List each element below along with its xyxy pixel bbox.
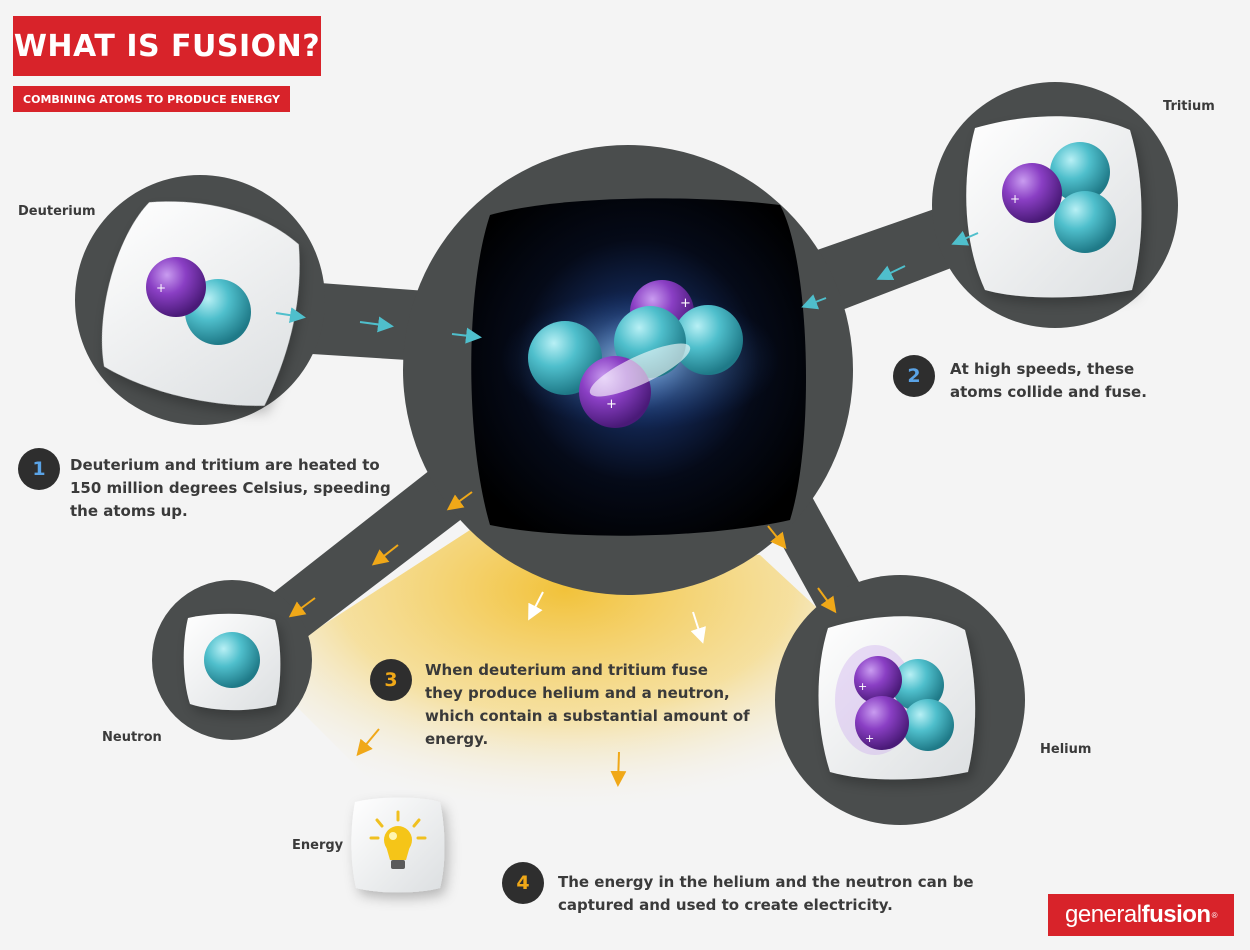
step-2-badge: 2 [893,355,935,397]
label-deuterium: Deuterium [18,204,96,219]
step-3-line: which contain a substantial amount of [425,707,750,725]
logo-part-fusion: fusion [1141,901,1212,928]
energy-glow [290,530,840,830]
step-1-text: Deuterium and tritium are heated to 150 … [70,454,391,523]
incoming-arrows [275,230,979,344]
label-tritium: Tritium [1163,99,1215,114]
step-3-badge: 3 [370,659,412,701]
svg-text:+: + [865,732,874,745]
page-title: WHAT IS FUSION? [13,16,321,76]
svg-text:+: + [858,680,867,693]
deuterium-node: + [75,175,325,425]
energy-arrows [528,591,706,644]
step-2-line: At high speeds, these [950,360,1135,378]
general-fusion-logo: general fusion ® [1048,894,1234,936]
energy-node [351,797,445,893]
label-helium: Helium [1040,742,1092,757]
step-2-line: atoms collide and fuse. [950,383,1147,401]
step-4-text: The energy in the helium and the neutron… [558,871,974,917]
step-1-line: Deuterium and tritium are heated to [70,456,380,474]
step-2-text: At high speeds, these atoms collide and … [950,358,1147,404]
tritium-node: + [932,82,1178,328]
plus-sign: + [606,397,617,412]
label-neutron: Neutron [102,730,162,745]
outgoing-arrows [288,491,837,787]
lightbulb-icon [369,810,427,869]
label-energy: Energy [292,838,344,853]
step-3-line: they produce helium and a neutron, [425,684,730,702]
step-4-badge: 4 [502,862,544,904]
step-3-text: When deuterium and tritium fuse they pro… [425,659,750,751]
step-4-line: captured and used to create electricity. [558,896,893,914]
step-1-line: the atoms up. [70,502,188,520]
plus-sign: + [680,296,691,311]
step-3-line: energy. [425,730,489,748]
svg-text:+: + [1010,192,1020,206]
step-1-line: 150 million degrees Celsius, speeding [70,479,391,497]
step-3-line: When deuterium and tritium fuse [425,661,708,679]
registered-mark: ® [1211,910,1218,920]
svg-text:+: + [156,281,166,295]
step-4-line: The energy in the helium and the neutron… [558,873,974,891]
page-subtitle: COMBINING ATOMS TO PRODUCE ENERGY [13,86,290,112]
neutron-node [152,580,312,740]
fusion-chamber: + + [403,145,853,595]
helium-node: + + [775,575,1025,825]
logo-part-general: general [1065,901,1142,928]
step-1-badge: 1 [18,448,60,490]
